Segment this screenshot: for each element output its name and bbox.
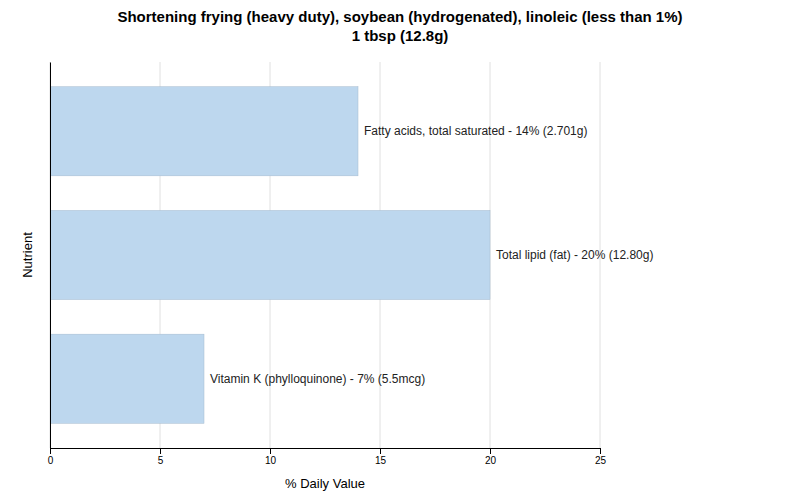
plot: Fatty acids, total saturated - 14% (2.70… [48,62,654,466]
x-tick-mark [50,448,51,454]
x-axis-title: % Daily Value [285,476,365,491]
x-tick-mark [490,448,491,454]
x-tick: 5 [158,448,164,466]
y-axis-line [50,63,51,449]
x-tick: 15 [375,448,387,466]
bar [50,87,358,176]
x-tick-mark [270,448,271,454]
x-axis: 0 5 10 15 20 25 [48,448,607,466]
x-tick-label: 5 [158,455,164,466]
x-tick-label: 10 [265,455,277,466]
x-tick-label: 15 [375,455,387,466]
bar-label: Total lipid (fat) - 20% (12.80g) [496,248,653,262]
title: Shortening frying (heavy duty), soybean … [117,8,682,44]
bar-label: Vitamin K (phylloquinone) - 7% (5.5mcg) [210,372,425,386]
x-tick-mark [600,448,601,454]
y-axis [50,63,51,449]
bar [50,210,490,299]
title-line: Shortening frying (heavy duty), soybean … [117,8,682,25]
x-tick-mark [160,448,161,454]
x-tick-label: 0 [48,455,54,466]
x-tick: 10 [265,448,277,466]
grid-line [50,62,51,448]
y-axis-title: Nutrient [20,232,35,278]
x-tick: 25 [595,448,607,466]
bar-label: Fatty acids, total saturated - 14% (2.70… [364,124,587,138]
x-tick-mark [380,448,381,454]
x-tick: 20 [485,448,497,466]
x-tick: 0 [48,448,54,466]
chart: Shortening frying (heavy duty), soybean … [0,0,800,500]
bar-labels: Fatty acids, total saturated - 14% (2.70… [210,124,653,385]
bar [50,334,204,423]
x-axis-line [51,448,601,449]
title-line: 1 tbsp (12.8g) [352,27,449,44]
x-tick-label: 25 [595,455,607,466]
x-tick-label: 20 [485,455,497,466]
